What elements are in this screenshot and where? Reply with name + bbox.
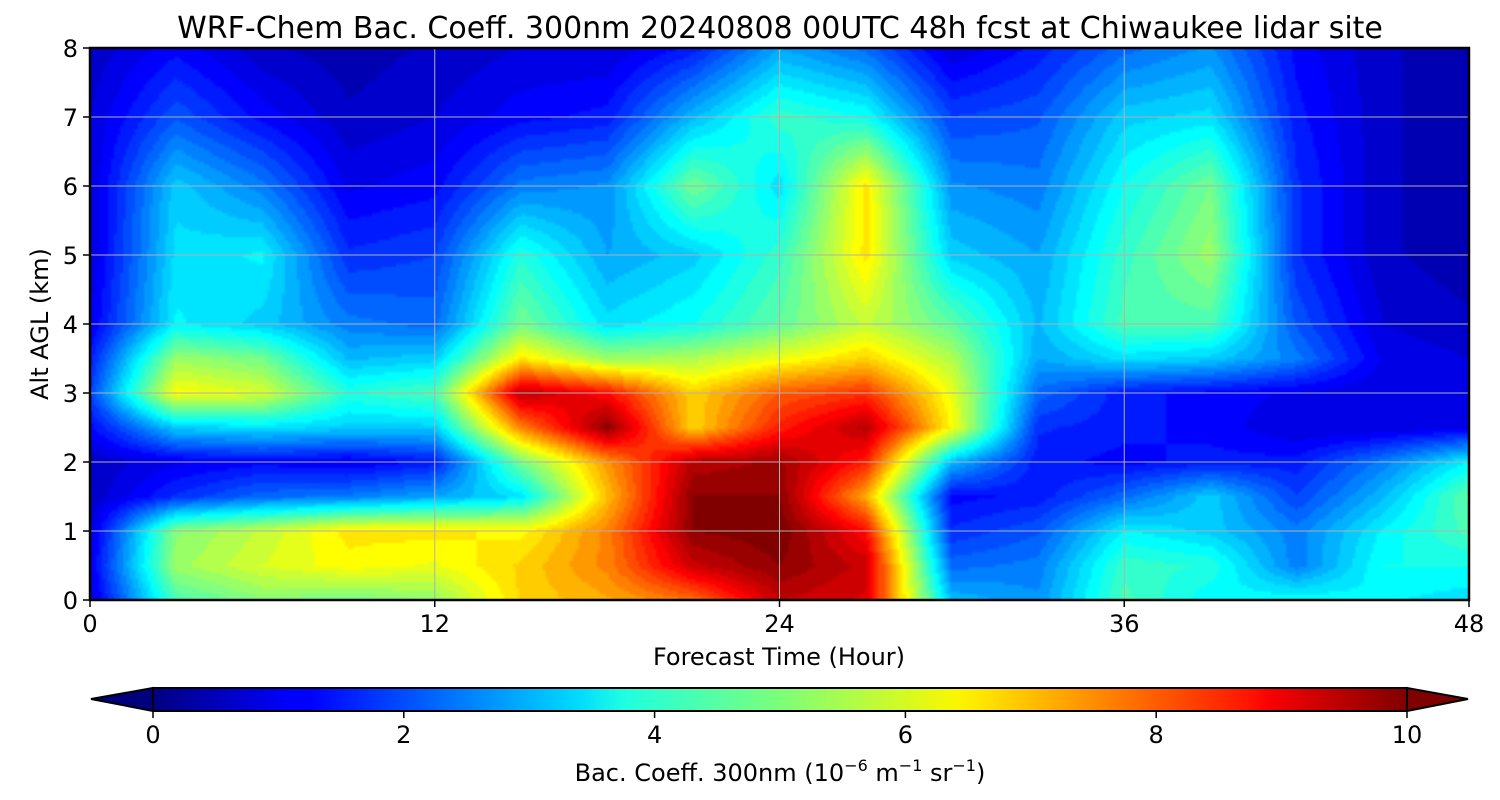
colorbar-tick-label: 10 [1392, 721, 1423, 749]
grid-lines [90, 48, 1469, 600]
x-axis-ticks: 0 12 24 36 48 [82, 600, 1484, 638]
x-tick-label: 36 [1109, 610, 1140, 638]
colorbar-label-main: Bac. Coeff. 300nm (10 [575, 759, 845, 787]
colorbar-tick-label: 2 [396, 721, 411, 749]
x-axis-label: Forecast Time (Hour) [653, 643, 905, 671]
y-tick-label: 2 [63, 449, 78, 477]
y-axis-label: Alt AGL (km) [26, 248, 54, 400]
colorbar-tick-label: 0 [145, 721, 160, 749]
colorbar-bar [152, 687, 1408, 712]
y-tick-label: 4 [63, 311, 78, 339]
x-tick-label: 12 [419, 610, 450, 638]
chart-title: WRF-Chem Bac. Coeff. 300nm 20240808 00UT… [177, 11, 1383, 46]
y-axis-ticks: 0 1 2 3 4 5 6 7 8 [63, 35, 90, 615]
colorbar-extend-low [90, 686, 154, 713]
colorbar: 0 2 4 6 8 10 Bac. Coeff. 300nm (10−6 m−1 sr−1… [90, 686, 1469, 787]
y-tick-label: 7 [63, 104, 78, 132]
y-tick-label: 6 [63, 173, 78, 201]
colorbar-tick-label: 8 [1149, 721, 1164, 749]
y-tick-label: 1 [63, 518, 78, 546]
colorbar-ticks: 0 2 4 6 8 10 [145, 711, 1422, 749]
x-tick-label: 24 [764, 610, 795, 638]
x-tick-label: 0 [82, 610, 97, 638]
colorbar-extend-high [1406, 686, 1469, 713]
y-tick-label: 0 [63, 587, 78, 615]
colorbar-tick-label: 4 [647, 721, 662, 749]
colorbar-label-exp2: −1 [899, 756, 923, 775]
x-tick-label: 48 [1454, 610, 1485, 638]
colorbar-label: Bac. Coeff. 300nm (10−6 m−1 sr−1) [575, 756, 986, 787]
colorbar-label-end: sr [922, 759, 952, 787]
colorbar-label-mid: m [868, 759, 899, 787]
y-tick-label: 5 [63, 242, 78, 270]
y-tick-label: 8 [63, 35, 78, 63]
colorbar-label-exp1: −6 [844, 756, 868, 775]
colorbar-tick-label: 6 [898, 721, 913, 749]
y-tick-label: 3 [63, 380, 78, 408]
colorbar-label-close: ) [976, 759, 985, 787]
colorbar-label-exp3: −1 [952, 756, 976, 775]
